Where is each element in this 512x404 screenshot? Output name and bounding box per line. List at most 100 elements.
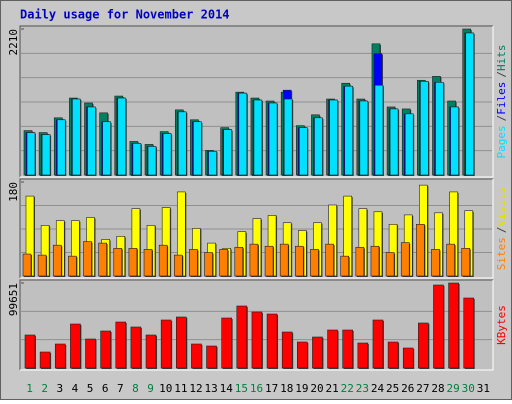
legend-entry: Files [495, 82, 508, 115]
bar [402, 347, 414, 369]
bar [177, 111, 187, 176]
bar [143, 249, 153, 277]
bar [85, 338, 96, 369]
bar [310, 249, 319, 277]
bar [236, 305, 248, 369]
x-tick-label: 12 [189, 382, 202, 395]
bar [420, 81, 429, 176]
bar [329, 99, 338, 176]
x-tick-label: 17 [265, 382, 278, 395]
bar [268, 102, 278, 176]
bar [325, 243, 334, 277]
plot-border [20, 26, 494, 178]
bar [450, 106, 459, 176]
bar [189, 249, 198, 277]
bar [463, 297, 475, 369]
x-tick-label: 7 [117, 382, 124, 395]
x-tick-label: 6 [102, 382, 109, 395]
legend-separator: / [495, 227, 508, 234]
y-tick-label: 99651 [7, 283, 20, 316]
bar [279, 243, 289, 277]
bar [264, 245, 274, 277]
bar [416, 224, 425, 277]
bar [22, 253, 32, 277]
x-tick-label: 10 [159, 382, 172, 395]
bar [160, 319, 172, 369]
bar [312, 336, 323, 369]
bar [117, 97, 127, 176]
x-tick-label: 23 [356, 382, 369, 395]
bar [24, 334, 36, 369]
bar [223, 129, 232, 176]
bar [128, 248, 138, 277]
x-tick-label: 31 [477, 382, 490, 395]
bar [26, 132, 36, 176]
x-tick-label: 3 [57, 382, 64, 395]
bar [100, 330, 111, 369]
bar [266, 313, 278, 369]
x-tick-label: 29 [447, 382, 460, 395]
bar [448, 282, 459, 369]
bar [221, 317, 232, 369]
bar [251, 311, 263, 369]
bar [70, 323, 81, 369]
legend-entry: Hits [495, 45, 508, 72]
plot-border [19, 178, 493, 278]
bar [162, 133, 172, 176]
plot-border [19, 279, 493, 370]
bar [98, 242, 107, 277]
bar [431, 249, 440, 277]
legend-entry: KBytes [495, 305, 508, 345]
bar [54, 343, 66, 369]
bar [314, 117, 323, 176]
x-tick-label: 26 [401, 382, 414, 395]
bar [340, 255, 350, 277]
bar [283, 98, 293, 176]
x-tick-label: 20 [310, 382, 323, 395]
bar [175, 316, 187, 369]
bar [113, 248, 123, 277]
bar [68, 255, 77, 277]
x-tick-label: 13 [204, 382, 217, 395]
bar [238, 92, 248, 176]
x-tick-label: 28 [431, 382, 444, 395]
bar [39, 351, 51, 369]
legend-entry: Pages [495, 125, 508, 158]
bar [297, 341, 308, 369]
bar [132, 143, 142, 176]
plot-border [20, 179, 494, 279]
bar [387, 341, 399, 369]
x-tick-label: 22 [341, 382, 354, 395]
legend-separator: / [495, 71, 508, 78]
bar [249, 243, 259, 277]
bar [204, 252, 213, 277]
bar [37, 254, 47, 277]
bar [327, 329, 338, 369]
bar [344, 85, 354, 176]
bar [158, 244, 168, 277]
y-tick-label: 2210 [7, 29, 20, 56]
bar [385, 252, 395, 277]
bar [206, 345, 217, 369]
bar [370, 245, 380, 277]
legend: KBytes [495, 305, 508, 345]
x-tick-label: 5 [87, 382, 94, 395]
bar [404, 113, 414, 176]
plot-border [19, 25, 493, 177]
bar [147, 146, 157, 176]
x-tick-label: 30 [462, 382, 475, 395]
legend-entry: Sites [495, 237, 508, 270]
bar [115, 321, 127, 369]
x-tick-label: 27 [416, 382, 429, 395]
bar [145, 334, 157, 369]
bar [56, 119, 66, 176]
x-tick-label: 21 [326, 382, 339, 395]
bar [253, 99, 263, 176]
bar [342, 329, 354, 369]
x-tick-label: 11 [174, 382, 187, 395]
bar [299, 127, 308, 176]
bar [173, 254, 183, 277]
bar [357, 342, 369, 369]
chart-title: Daily usage for November 2014 [20, 8, 230, 22]
